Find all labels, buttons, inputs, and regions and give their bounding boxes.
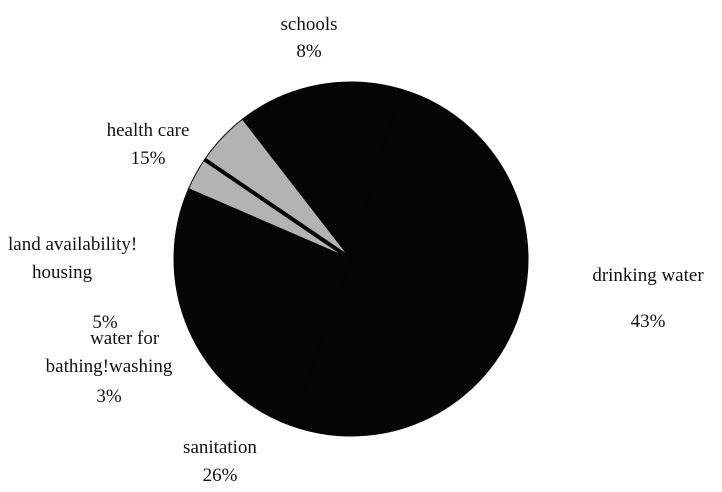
slice-value-schools: 8% — [296, 41, 322, 62]
slice-label-water-bathing-line2: bathing!washing — [46, 356, 173, 377]
pie-slice-sanitation — [173, 188, 352, 427]
slice-label-water-bathing-line1: water for — [90, 328, 160, 349]
slice-label-water-bathing: water for bathing!washing — [46, 328, 173, 377]
slice-label-schools: schools — [281, 14, 338, 35]
slice-value-health-care: 15% — [131, 148, 166, 169]
pie-slice-health-care — [241, 81, 401, 261]
label-group-water-bathing: water for bathing!washing 3% — [46, 328, 173, 407]
pie-slice-schools — [350, 88, 477, 260]
slice-label-health-care: health care — [107, 120, 190, 141]
slice-label-land-availability: land availability! housing — [8, 234, 142, 283]
pie-slice-drinking-water — [290, 133, 529, 437]
slice-value-water-bathing: 3% — [96, 386, 122, 407]
label-group-schools: schools 8% — [281, 14, 338, 62]
slice-value-drinking-water: 43% — [631, 311, 666, 332]
slice-label-drinking-water: drinking water — [592, 265, 704, 286]
slice-value-land-availability: 5% — [92, 312, 118, 333]
slices-layer — [173, 81, 529, 437]
label-group-sanitation: sanitation 26% — [183, 437, 257, 486]
label-group-health-care: health care 15% — [107, 120, 190, 169]
slice-separator — [203, 157, 353, 261]
slice-label-land-availability-line1: land availability! — [8, 234, 137, 255]
slice-label-land-availability-line2: housing — [32, 262, 93, 283]
label-group-drinking-water: drinking water 43% — [592, 265, 704, 332]
slice-label-sanitation: sanitation — [183, 437, 257, 458]
slice-value-sanitation: 26% — [203, 465, 238, 486]
label-group-land-availability: land availability! housing 5% — [8, 234, 142, 333]
